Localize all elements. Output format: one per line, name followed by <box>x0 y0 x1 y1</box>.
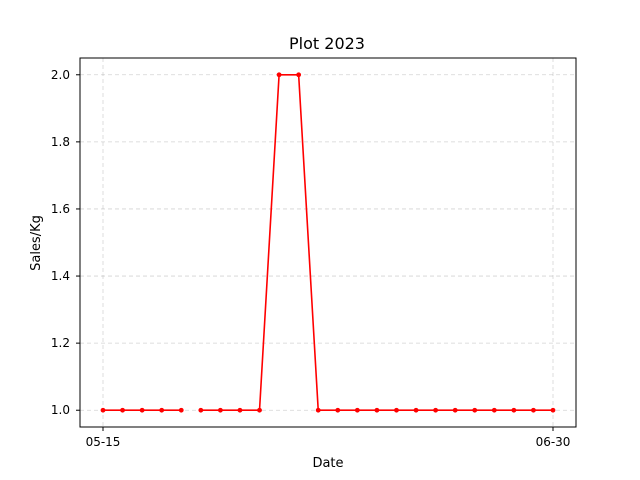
x-tick-label: 06-30 <box>536 435 571 449</box>
data-point <box>354 407 360 413</box>
data-point <box>276 72 282 78</box>
data-point <box>315 407 321 413</box>
data-point <box>550 407 556 413</box>
data-point <box>237 407 243 413</box>
y-tick-label: 2.0 <box>51 68 70 82</box>
data-point <box>491 407 497 413</box>
data-point <box>178 407 184 413</box>
y-tick-label: 1.0 <box>51 403 70 417</box>
data-point <box>374 407 380 413</box>
series-line-segment <box>200 73 553 412</box>
y-tick-label: 1.8 <box>51 135 70 149</box>
data-point <box>198 407 204 413</box>
data-point <box>257 407 262 413</box>
plot-area-frame <box>79 57 577 428</box>
x-tick-label: 05-15 <box>86 435 121 449</box>
data-point <box>472 407 478 413</box>
data-point <box>452 407 458 413</box>
y-tick-label: 1.4 <box>51 269 70 283</box>
data-point <box>120 407 125 413</box>
data-point <box>511 407 517 413</box>
data-point <box>531 407 536 413</box>
data-point <box>217 407 223 413</box>
data-point <box>394 407 399 413</box>
grid-lines <box>80 58 576 427</box>
x-axis-label: Date <box>312 456 343 471</box>
y-axis: 1.0 1.2 1.4 1.6 1.8 2.0 <box>51 68 80 417</box>
chart-title: Plot 2023 <box>289 34 365 53</box>
y-tick-label: 1.6 <box>51 202 70 216</box>
x-axis: 05-15 06-30 <box>86 427 571 449</box>
data-point <box>335 407 341 413</box>
data-point <box>433 407 439 413</box>
y-axis-label: Sales/Kg <box>29 215 44 271</box>
data-point <box>413 407 419 413</box>
data-point <box>296 72 302 78</box>
data-point <box>139 407 145 413</box>
data-point <box>159 407 165 413</box>
y-tick-label: 1.2 <box>51 336 70 350</box>
series-layer <box>100 72 556 413</box>
data-point <box>100 407 106 413</box>
